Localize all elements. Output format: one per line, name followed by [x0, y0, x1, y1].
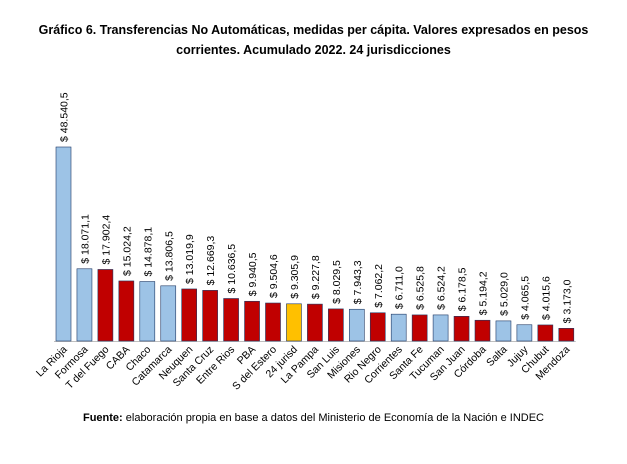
bar-15: [348, 308, 365, 342]
data-label-4: $ 15.024,2: [121, 226, 133, 276]
data-label-9: $ 10.636,5: [226, 244, 238, 294]
bar-1: [55, 146, 72, 342]
bar-22: [495, 320, 512, 342]
data-label-13: $ 9.227,8: [310, 255, 322, 299]
bar-2: [76, 268, 93, 342]
bar-10: [244, 300, 260, 342]
data-label-12: $ 9.305,9: [289, 255, 301, 299]
bar-19: [432, 314, 449, 342]
data-label-7: $ 13.019,9: [184, 234, 196, 284]
bar-3: [97, 269, 114, 342]
data-label-11: $ 9.504,6: [268, 254, 280, 298]
data-label-20: $ 6.178,5: [457, 267, 469, 311]
data-label-8: $ 12.669,3: [205, 236, 217, 286]
bar-14: [328, 308, 344, 342]
bar-18: [411, 314, 428, 342]
bar-13: [307, 303, 323, 342]
data-label-15: $ 7.943,3: [352, 260, 364, 304]
bar-25: [558, 328, 575, 342]
bar-24: [537, 324, 554, 342]
data-label-16: $ 7.062,2: [373, 264, 385, 308]
bar-17: [390, 313, 407, 342]
data-label-14: $ 8.029,5: [331, 260, 343, 304]
data-label-24: $ 4.015,6: [540, 276, 552, 320]
data-label-22: $ 5.029,0: [498, 272, 510, 316]
data-label-2: $ 18.071,1: [79, 214, 91, 264]
data-label-17: $ 6.711,0: [394, 266, 406, 309]
bar-6: [160, 285, 177, 342]
data-label-3: $ 17.902,4: [100, 215, 112, 265]
chart-title-line-1: Gráfico 6. Transferencias No Automáticas…: [38, 23, 589, 37]
data-label-21: $ 5.194,2: [478, 271, 490, 315]
bar-20: [453, 316, 470, 342]
category-label-22: Salta: [484, 344, 510, 370]
bar-21: [474, 319, 491, 342]
data-label-6: $ 13.806,5: [163, 231, 175, 281]
data-label-10: $ 9.940,5: [247, 252, 259, 296]
source-note: Fuente: elaboración propia en base a dat…: [0, 412, 627, 424]
bar-9: [223, 298, 239, 342]
bar-7: [181, 288, 197, 342]
data-label-19: $ 6.524,2: [436, 266, 448, 310]
source-text: elaboración propia en base a datos del M…: [122, 412, 545, 424]
bar-23: [516, 324, 533, 342]
data-label-18: $ 6.525,8: [415, 266, 427, 310]
data-label-25: $ 3.173,0: [561, 279, 573, 323]
bar-11: [265, 302, 281, 342]
bar-16: [369, 312, 386, 342]
bar-12: [286, 303, 302, 342]
chart-title-line-2: corrientes. Acumulado 2022. 24 jurisdicc…: [176, 43, 451, 57]
bar-4: [118, 280, 135, 342]
bar-8: [202, 290, 218, 342]
source-label: Fuente:: [82, 412, 123, 424]
chart-title: Gráfico 6. Transferencias No Automáticas…: [0, 20, 627, 60]
bar-5: [139, 281, 156, 342]
data-label-5: $ 14.878,1: [142, 227, 154, 277]
data-label-1: $ 48.540,5: [59, 92, 71, 142]
data-label-23: $ 4.065,5: [519, 276, 531, 320]
